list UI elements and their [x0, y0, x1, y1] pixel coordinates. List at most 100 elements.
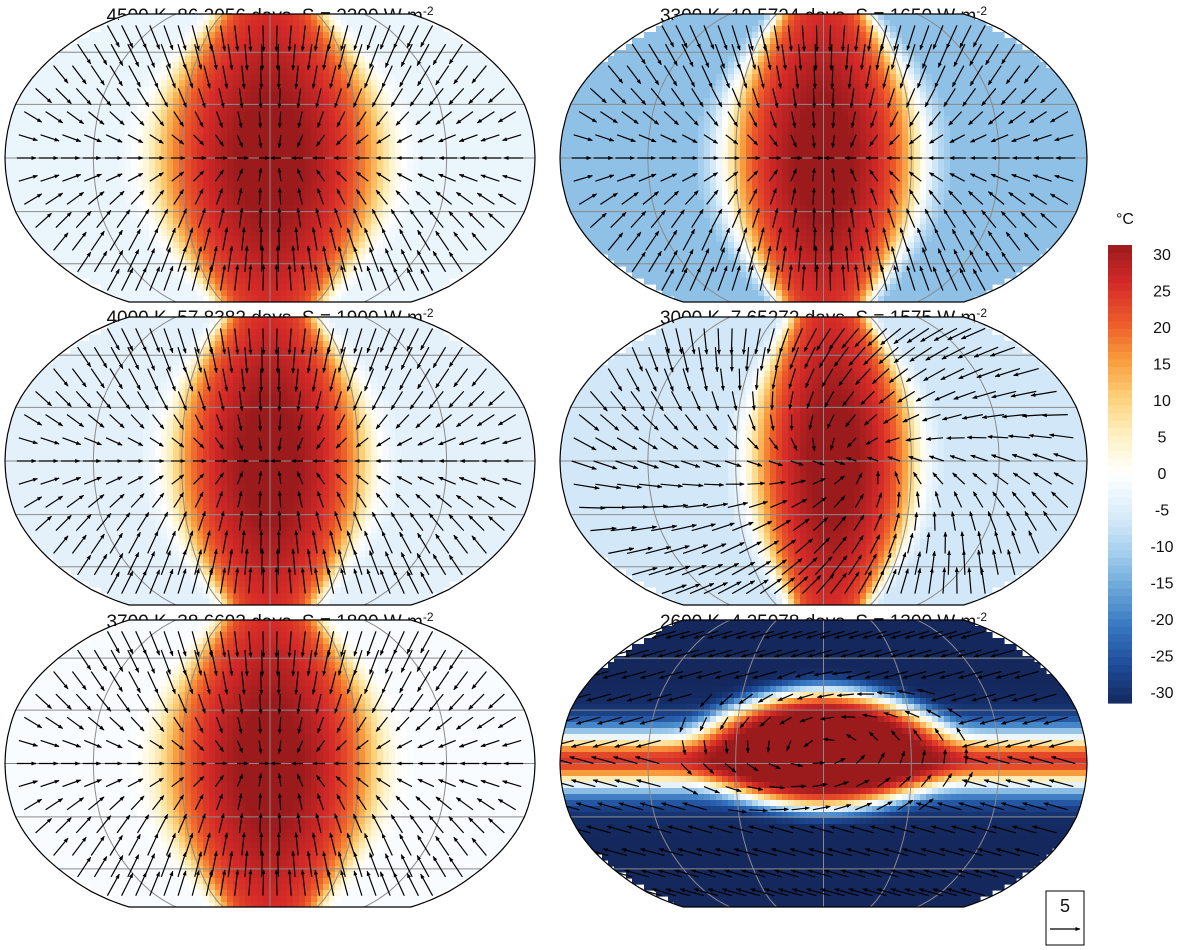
- temperature-cell: [239, 164, 246, 171]
- temperature-cell: [479, 86, 486, 93]
- temperature-cell: [35, 218, 42, 225]
- temperature-cell: [245, 290, 252, 297]
- temperature-cell: [47, 116, 54, 123]
- temperature-cell: [908, 80, 915, 87]
- temperature-cell: [323, 122, 330, 129]
- temperature-cell: [281, 230, 288, 237]
- temperature-cell: [191, 104, 198, 111]
- wind-arrow: [163, 265, 174, 291]
- temperature-cell: [185, 68, 192, 75]
- temperature-cell: [461, 128, 468, 135]
- temperature-cell: [365, 86, 372, 93]
- temperature-cell: [17, 140, 24, 147]
- temperature-cell: [77, 266, 84, 273]
- temperature-cell: [515, 182, 522, 189]
- temperature-cell: [215, 32, 222, 39]
- temperature-cell: [491, 104, 498, 111]
- temperature-cell: [437, 32, 444, 39]
- temperature-cell: [257, 32, 264, 39]
- temperature-cell: [107, 188, 114, 195]
- temperature-cell: [59, 254, 66, 261]
- temperature-cell: [359, 20, 366, 27]
- temperature-cell: [317, 218, 324, 225]
- temperature-cell: [149, 56, 156, 63]
- temperature-cell: [263, 176, 270, 183]
- temperature-cell: [437, 26, 444, 33]
- temperature-cell: [608, 80, 615, 87]
- temperature-cell: [29, 218, 36, 225]
- temperature-cell: [692, 44, 699, 51]
- temperature-cell: [233, 242, 240, 249]
- temperature-cell: [956, 62, 963, 69]
- temperature-cell: [401, 50, 408, 57]
- temperature-cell: [47, 128, 54, 135]
- temperature-cell: [89, 98, 96, 105]
- temperature-cell: [143, 68, 150, 75]
- temperature-cell: [167, 164, 174, 171]
- temperature-cell: [203, 98, 210, 105]
- temperature-cell: [161, 284, 168, 291]
- temperature-cell: [197, 158, 204, 165]
- temperature-cell: [407, 20, 414, 27]
- temperature-cell: [437, 212, 444, 219]
- temperature-cell: [425, 266, 432, 273]
- temperature-cell: [173, 110, 180, 117]
- temperature-cell: [23, 212, 30, 219]
- temperature-cell: [311, 224, 318, 231]
- temperature-cell: [377, 128, 384, 135]
- temperature-cell: [734, 26, 741, 33]
- temperature-cell: [521, 194, 528, 201]
- temperature-cell: [1070, 86, 1077, 93]
- temperature-cell: [407, 56, 414, 63]
- temperature-cell: [215, 146, 222, 153]
- temperature-cell: [275, 218, 282, 225]
- temperature-cell: [740, 44, 747, 51]
- temperature-cell: [533, 182, 535, 189]
- temperature-cell: [215, 50, 222, 57]
- temperature-cell: [710, 14, 717, 21]
- temperature-cell: [17, 152, 24, 159]
- temperature-cell: [812, 38, 819, 45]
- temperature-cell: [125, 116, 132, 123]
- temperature-cell: [119, 290, 126, 297]
- temperature-cell: [161, 158, 168, 165]
- temperature-cell: [113, 134, 120, 141]
- temperature-cell: [269, 50, 276, 57]
- temperature-cell: [503, 170, 510, 177]
- temperature-cell: [503, 206, 510, 213]
- temperature-cell: [167, 146, 174, 153]
- temperature-cell: [407, 164, 414, 171]
- temperature-cell: [11, 116, 18, 123]
- temperature-cell: [257, 74, 264, 81]
- temperature-cell: [191, 206, 198, 213]
- wind-arrow: [165, 227, 176, 251]
- temperature-cell: [215, 194, 222, 201]
- temperature-cell: [443, 134, 450, 141]
- temperature-cell: [455, 242, 462, 249]
- temperature-cell: [437, 122, 444, 129]
- temperature-cell: [413, 194, 420, 201]
- temperature-cell: [674, 86, 681, 93]
- temperature-cell: [71, 188, 78, 195]
- wind-arrow: [346, 227, 356, 251]
- temperature-cell: [107, 248, 114, 255]
- temperature-cell: [401, 92, 408, 99]
- temperature-cell: [197, 128, 204, 135]
- temperature-cell: [281, 68, 288, 75]
- temperature-cell: [137, 44, 144, 51]
- temperature-cell: [854, 56, 861, 63]
- temperature-cell: [203, 290, 210, 297]
- temperature-cell: [77, 272, 84, 279]
- temperature-cell: [143, 284, 150, 291]
- temperature-cell: [437, 116, 444, 123]
- temperature-cell: [413, 224, 420, 231]
- temperature-cell: [389, 14, 396, 21]
- temperature-cell: [107, 146, 114, 153]
- temperature-cell: [29, 194, 36, 201]
- temperature-cell: [722, 86, 729, 93]
- temperature-cell: [329, 122, 336, 129]
- temperature-cell: [437, 86, 444, 93]
- temperature-cell: [485, 80, 492, 87]
- temperature-cell: [323, 212, 330, 219]
- temperature-cell: [656, 74, 663, 81]
